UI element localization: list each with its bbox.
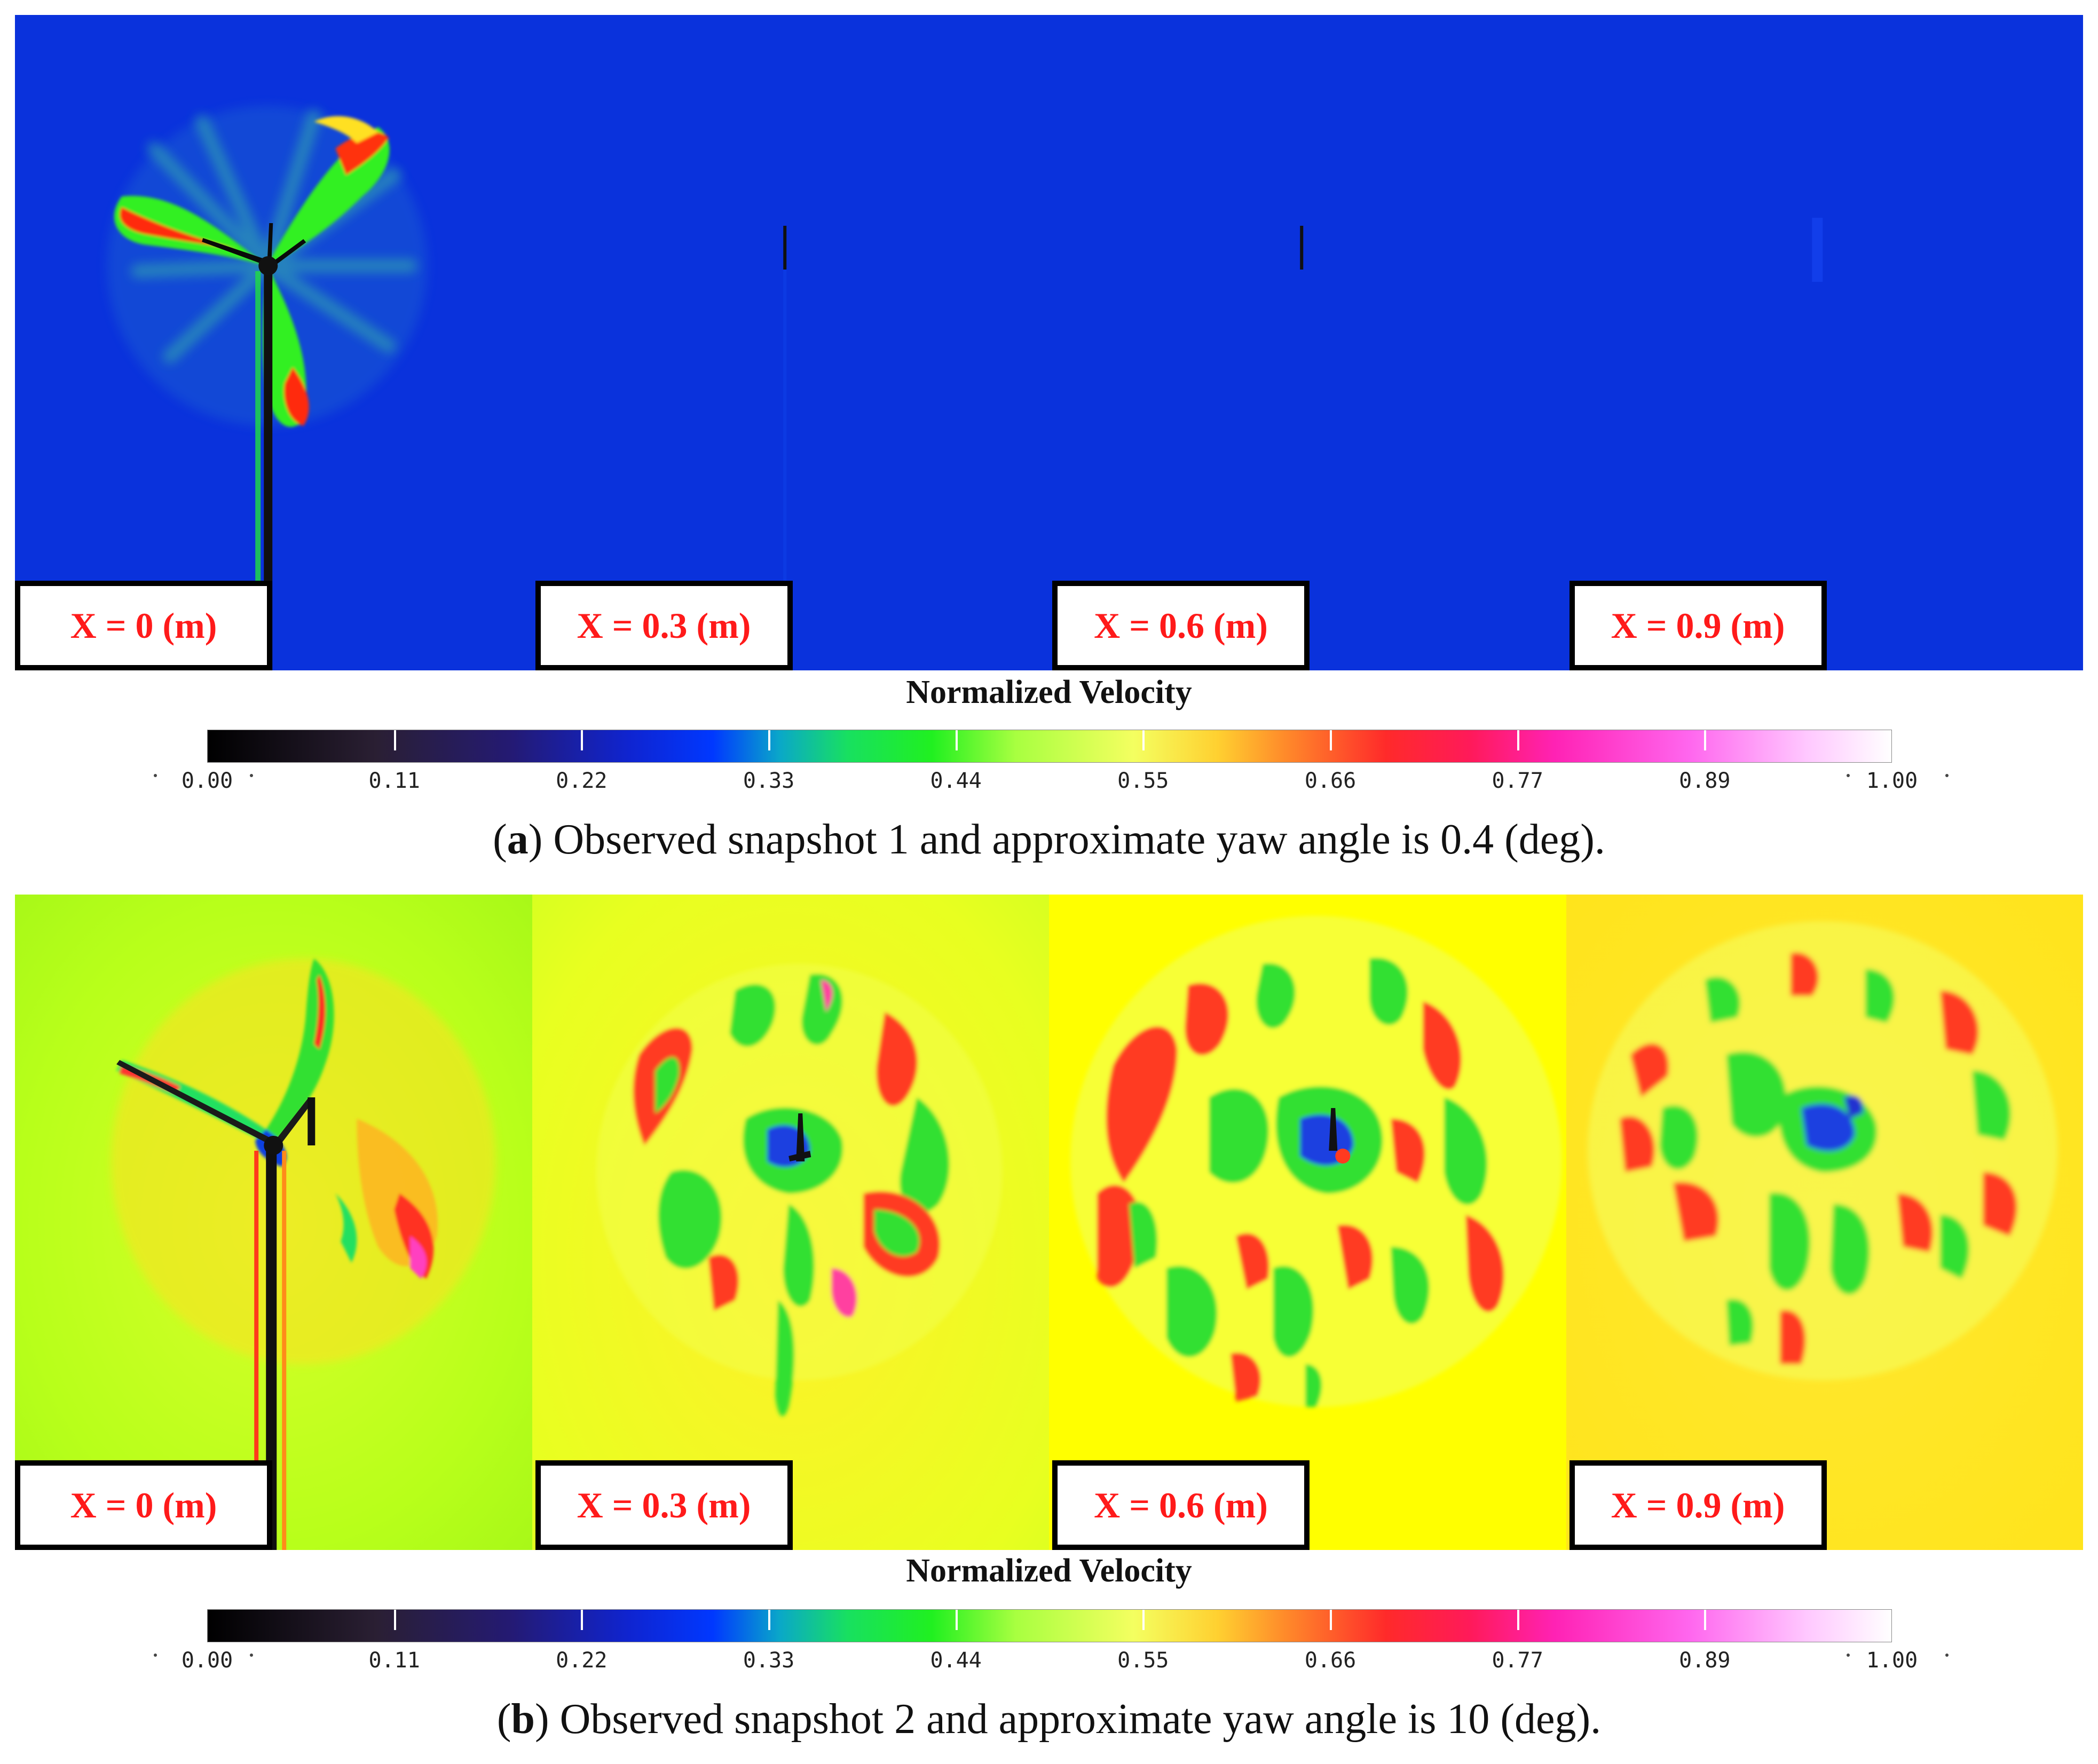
position-label: X = 0.9 (m)	[1569, 1460, 1827, 1550]
colorbar-tick-label: 0.89	[1679, 769, 1731, 793]
caption-text: Observed snapshot 2 and approximate yaw …	[559, 1696, 1602, 1743]
panel-b-contours: X = 0 (m)	[15, 895, 2083, 1550]
panel-b-slice-x09: X = 0.9 (m)	[1566, 895, 2083, 1550]
wake-contour	[596, 964, 1002, 1417]
colorbar-tick-label: 0.00	[181, 1648, 233, 1673]
panel-a-slice-x03: X = 0.3 (m)	[532, 15, 1049, 670]
colorbar-tick-label: 0.22	[556, 769, 608, 793]
panel-a-slice-x0: X = 0 (m)	[15, 15, 532, 670]
colorbar-tick-mark	[581, 730, 583, 750]
colorbar-ticks: 0.00 0.11 0.22 0.33 0.44 0.55 0.66 0.77 …	[0, 769, 2098, 801]
wake-contour	[1300, 226, 1304, 270]
colorbar-tick-label: 0.22	[556, 1648, 608, 1673]
panel-b-slice-x03: X = 0.3 (m)	[532, 895, 1049, 1550]
panel-a-slice-x09: X = 0.9 (m)	[1566, 15, 2083, 670]
position-label: X = 0.9 (m)	[1569, 581, 1827, 670]
panel-b-slice-x06: X = 0.6 (m)	[1049, 895, 1566, 1550]
colorbar-tick-label: 1.00	[1866, 769, 1918, 793]
colorbar-end-dot	[154, 1654, 157, 1657]
colorbar-end-dot	[1847, 774, 1850, 777]
colorbar-tick-label: 0.11	[368, 769, 420, 793]
rotor-plane-contour	[111, 959, 496, 1550]
colorbar-tick-label: 0.33	[743, 769, 795, 793]
colorbar	[207, 730, 1892, 763]
colorbar-tick-mark	[1517, 1610, 1519, 1630]
position-label: X = 0.6 (m)	[1052, 581, 1310, 670]
colorbar-end-dot	[1945, 1654, 1949, 1657]
colorbar	[207, 1609, 1892, 1642]
wake-contour	[1811, 218, 1823, 282]
panel-a-slice-x06: X = 0.6 (m)	[1049, 15, 1566, 670]
colorbar-tick-mark	[1330, 1610, 1332, 1630]
colorbar-tick-label: 0.33	[743, 1648, 795, 1673]
colorbar-end-dot	[154, 774, 157, 777]
colorbar-tick-mark	[393, 730, 396, 750]
caption-letter: a	[507, 816, 529, 863]
colorbar-end-dot	[1945, 774, 1949, 777]
colorbar-title: Normalized Velocity	[906, 674, 1192, 710]
colorbar-tick-mark	[1330, 730, 1332, 750]
colorbar-tick-mark	[955, 1610, 958, 1630]
colorbar-ticks: 0.00 0.11 0.22 0.33 0.44 0.55 0.66 0.77 …	[0, 1648, 2098, 1680]
colorbar-tick-label: 0.89	[1679, 1648, 1731, 1673]
colorbar-end-dot	[250, 1654, 253, 1657]
panel-b-caption: (b) Observed snapshot 2 and approximate …	[496, 1696, 1602, 1743]
position-label: X = 0 (m)	[15, 581, 272, 670]
colorbar-tick-mark	[768, 730, 770, 750]
caption-text: Observed snapshot 1 and approximate yaw …	[553, 816, 1605, 863]
colorbar-tick-mark	[1704, 730, 1707, 750]
colorbar-tick-mark	[393, 1610, 396, 1630]
wake-contour	[783, 226, 786, 670]
caption-letter: b	[511, 1696, 535, 1743]
colorbar-tick-mark	[768, 1610, 770, 1630]
colorbar-end-dot	[250, 774, 253, 777]
colorbar-tick-label: 0.44	[930, 1648, 982, 1673]
colorbar-tick-label: 0.66	[1304, 1648, 1356, 1673]
wake-contour	[1587, 921, 2057, 1380]
position-label: X = 0.6 (m)	[1052, 1460, 1310, 1550]
colorbar-title: Normalized Velocity	[906, 1553, 1192, 1589]
colorbar-tick-label: 0.55	[1117, 1648, 1169, 1673]
colorbar-tick-label: 1.00	[1866, 1648, 1918, 1673]
colorbar-tick-label: 0.11	[368, 1648, 420, 1673]
position-label: X = 0 (m)	[15, 1460, 272, 1550]
colorbar-tick-mark	[1517, 730, 1519, 750]
colorbar-tick-label: 0.55	[1117, 769, 1169, 793]
colorbar-tick-label: 0.44	[930, 769, 982, 793]
panel-b-slice-x0: X = 0 (m)	[15, 895, 532, 1550]
colorbar-tick-label: 0.77	[1492, 769, 1543, 793]
panel-a-contours: X = 0 (m) X = 0.3 (m) X = 0.6 (m) X = 0.…	[15, 15, 2083, 670]
colorbar-tick-mark	[1704, 1610, 1707, 1630]
wake-contour	[1070, 916, 1562, 1407]
colorbar-tick-mark	[955, 730, 958, 750]
colorbar-end-dot	[1847, 1654, 1850, 1657]
colorbar-tick-mark	[1142, 1610, 1145, 1630]
colorbar-tick-label: 0.66	[1304, 769, 1356, 793]
colorbar-tick-label: 0.77	[1492, 1648, 1543, 1673]
colorbar-tick-label: 0.00	[181, 769, 233, 793]
panel-a-caption: (a) Observed snapshot 1 and approximate …	[493, 816, 1605, 863]
colorbar-tick-mark	[581, 1610, 583, 1630]
rotor-plane-contour	[107, 106, 428, 670]
position-label: X = 0.3 (m)	[535, 581, 793, 670]
colorbar-tick-mark	[1142, 730, 1145, 750]
position-label: X = 0.3 (m)	[535, 1460, 793, 1550]
